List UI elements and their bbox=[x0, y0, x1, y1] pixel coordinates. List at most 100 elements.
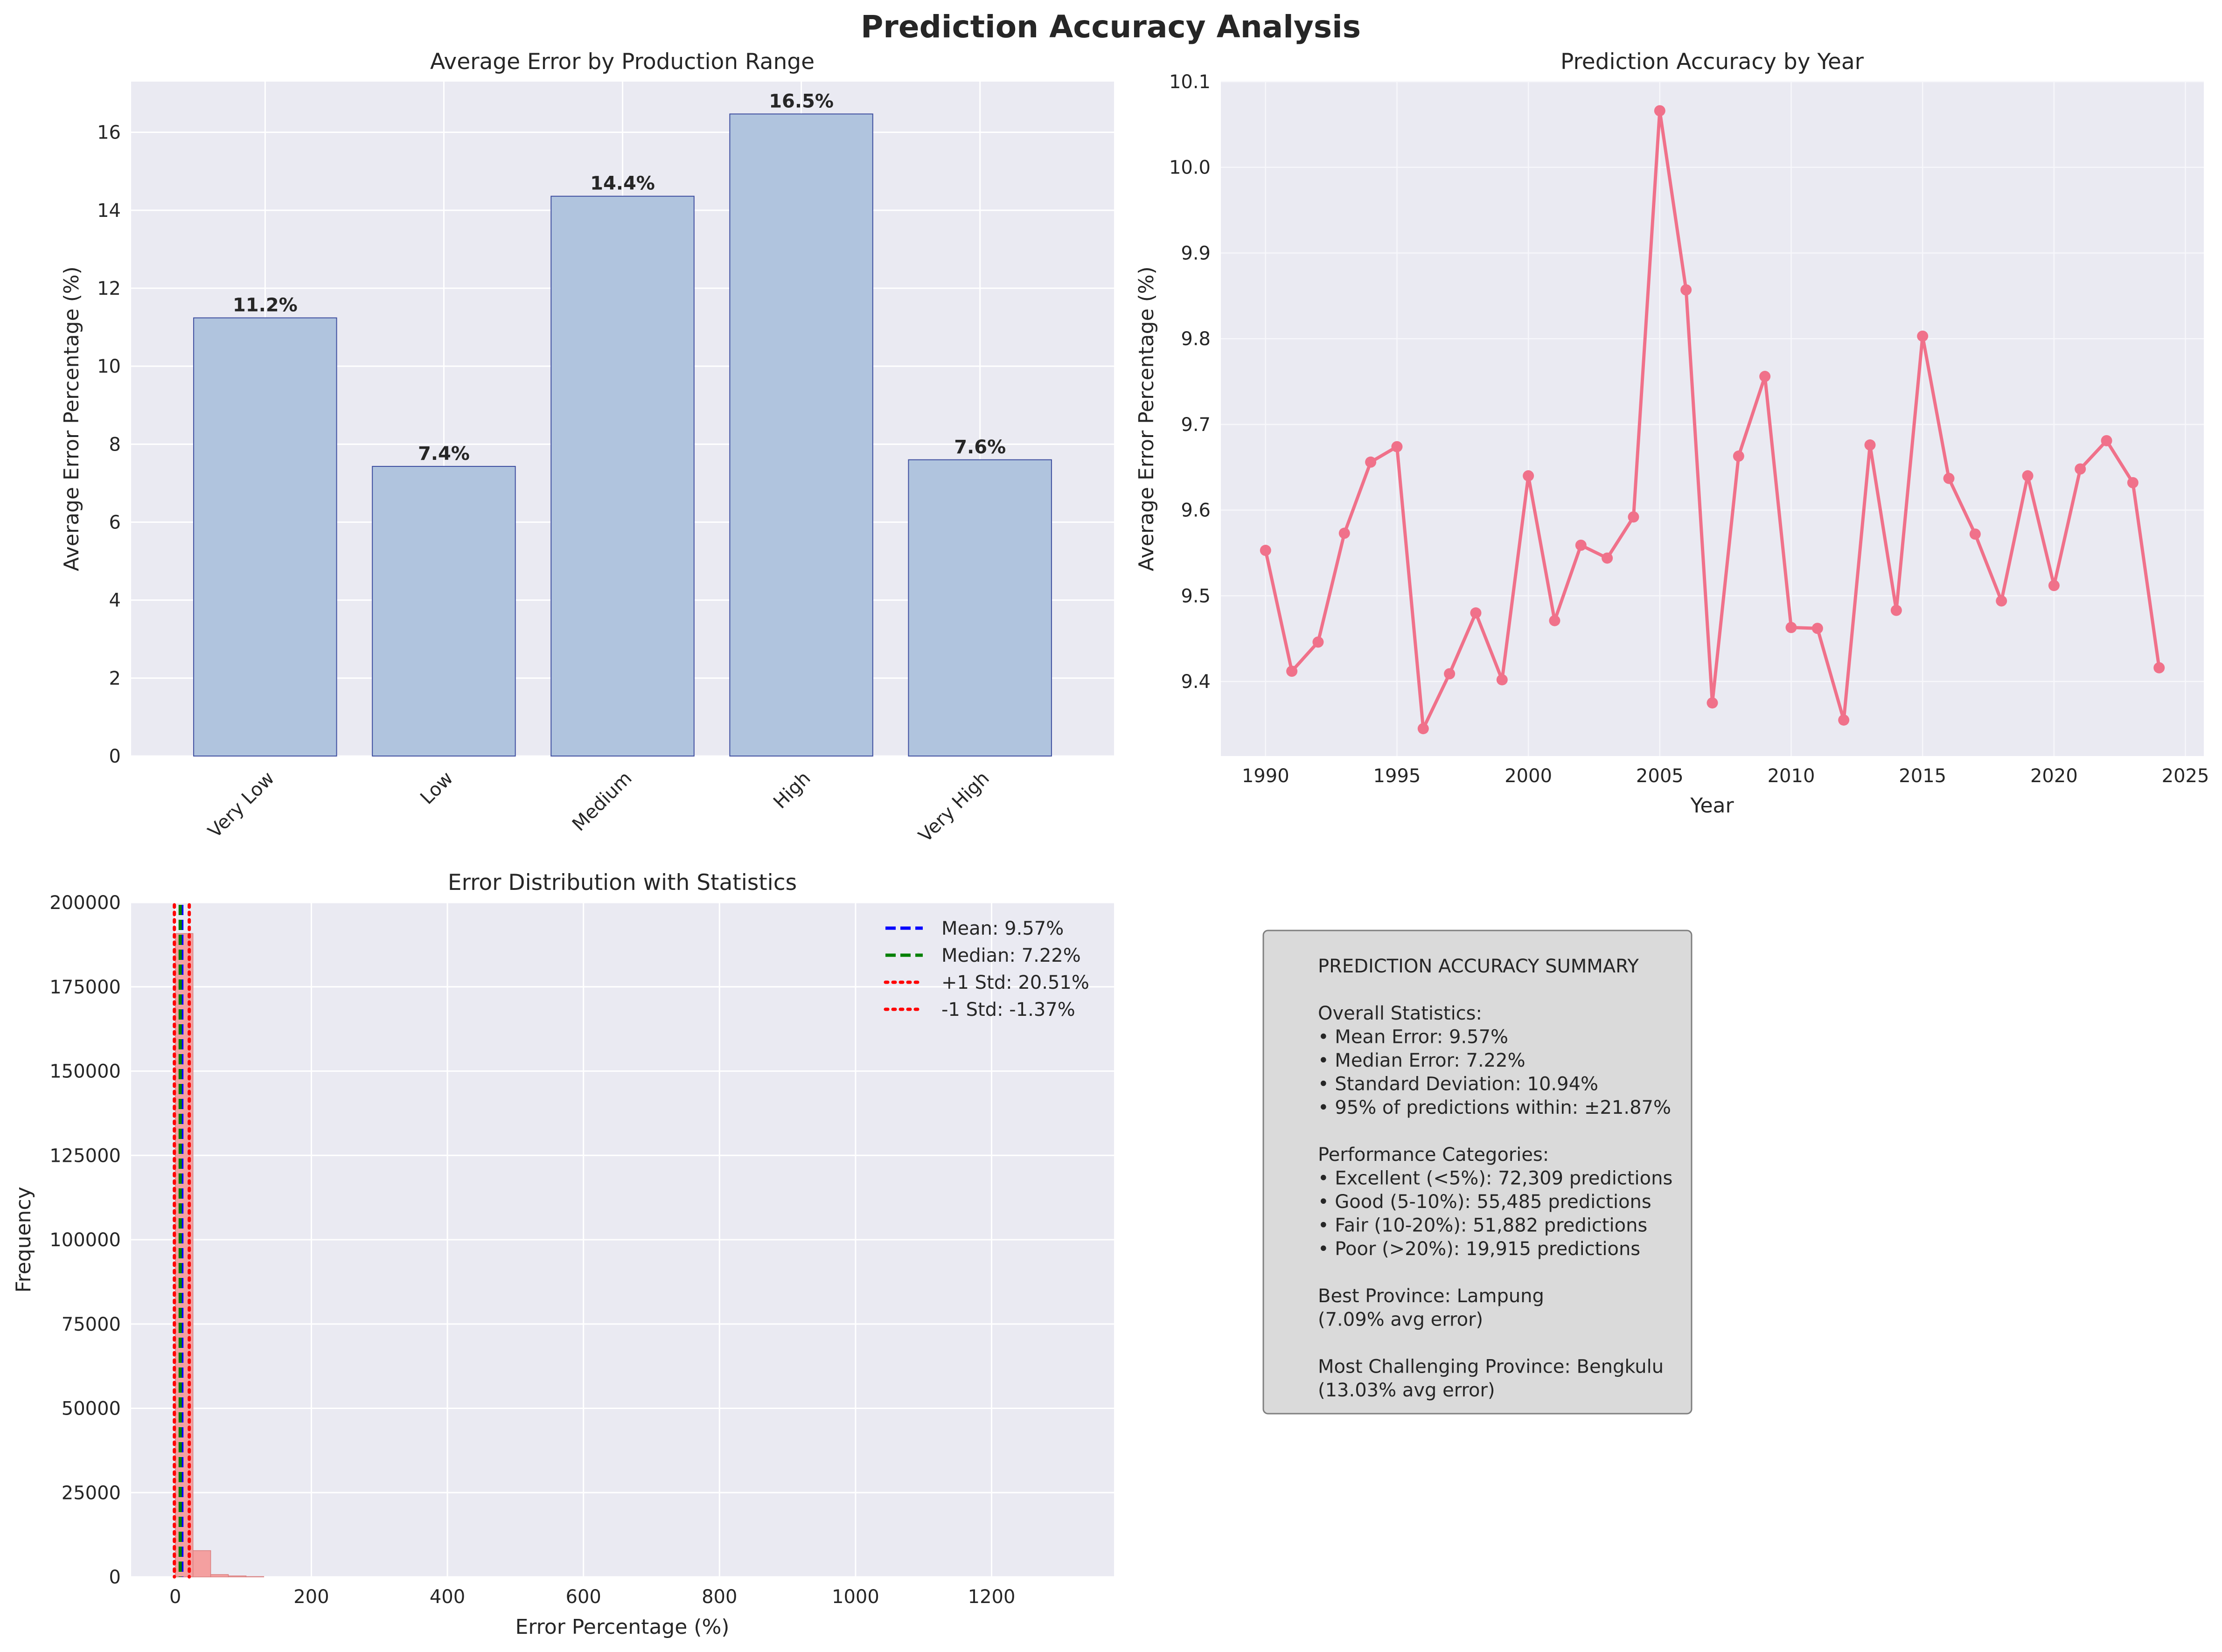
histogram-y-tick-label: 125000 bbox=[49, 1145, 121, 1166]
line-point-1991 bbox=[1286, 666, 1298, 677]
bar-data-label: 16.5% bbox=[769, 90, 834, 112]
line-point-2004 bbox=[1628, 511, 1639, 523]
histogram-legend: Mean: 9.57% Median: 7.22% +1 Std: 20.51% -1… bbox=[884, 918, 1089, 1020]
histogram-y-tick-label: 25000 bbox=[62, 1482, 121, 1504]
summary-text: PREDICTION ACCURACY SUMMARY Overall Stati… bbox=[1318, 956, 1672, 1401]
summary-line: • Mean Error: 9.57% bbox=[1318, 1027, 1508, 1048]
legend-entry-label: -1 Std: -1.37% bbox=[941, 999, 1075, 1020]
histogram-x-tick-label: 0 bbox=[169, 1586, 181, 1608]
line-point-1996 bbox=[1417, 723, 1429, 735]
line-chart-panel: 1990 1995 2000 2005 2010 2015 2020 2025 9.49.59… bbox=[1135, 49, 2209, 818]
histogram-x-tick-label: 200 bbox=[293, 1586, 329, 1608]
histogram-x-tick-label: 1200 bbox=[968, 1586, 1016, 1608]
bar-chart-y-tick-label: 16 bbox=[97, 122, 121, 144]
bar-1 bbox=[372, 465, 516, 757]
bar-chart-y-ticks: 0 2 4 6 8 10 12 14 16 bbox=[97, 122, 121, 767]
line-chart-x-tick-label: 2015 bbox=[1899, 765, 1946, 787]
line-chart-y-tick-label: 9.5 bbox=[1181, 585, 1211, 607]
summary-box-background bbox=[1262, 930, 1693, 1415]
line-chart-x-tick-label: 2010 bbox=[1768, 765, 1815, 787]
bar-chart-x-tick-label: Low bbox=[416, 768, 457, 809]
line-chart-series bbox=[1260, 105, 2165, 735]
summary-line: • Good (5-10%): 55,485 predictions bbox=[1318, 1191, 1651, 1213]
line-point-2023 bbox=[2127, 477, 2138, 488]
line-point-2007 bbox=[1707, 697, 1718, 709]
line-chart-y-tick-label: 9.8 bbox=[1181, 328, 1211, 350]
line-point-1997 bbox=[1444, 668, 1456, 680]
line-chart-y-tick-label: 9.7 bbox=[1181, 414, 1211, 436]
legend-entry-label: Mean: 9.57% bbox=[941, 918, 1064, 939]
line-chart-y-tick-label: 9.6 bbox=[1181, 500, 1211, 521]
bar-chart-y-tick-label: 12 bbox=[97, 278, 121, 299]
summary-line: Best Province: Lampung bbox=[1318, 1285, 1544, 1307]
line-point-2018 bbox=[1996, 595, 2007, 607]
histogram-y-tick-label: 175000 bbox=[49, 977, 121, 998]
histogram-y-tick-label: 150000 bbox=[49, 1061, 121, 1083]
line-chart-gridlines bbox=[1221, 81, 2204, 756]
bar-chart-y-axis-label: Average Error Percentage (%) bbox=[60, 266, 84, 571]
histogram-gridlines bbox=[131, 902, 1114, 1578]
line-chart-x-axis-label: Year bbox=[1690, 794, 1734, 818]
summary-line: • 95% of predictions within: ±21.87% bbox=[1318, 1097, 1671, 1118]
bar-data-label: 14.4% bbox=[590, 173, 655, 194]
histogram-y-axis-label: Frequency bbox=[12, 1187, 35, 1292]
summary-line: PREDICTION ACCURACY SUMMARY bbox=[1318, 956, 1639, 977]
line-point-2014 bbox=[1890, 604, 1902, 616]
line-chart-y-ticks: 9.4 9.5 9.6 9.7 9.8 9.9 10.0 10.1 bbox=[1169, 71, 1211, 693]
summary-line: Most Challenging Province: Bengkulu bbox=[1318, 1356, 1664, 1378]
line-point-2022 bbox=[2101, 435, 2112, 446]
summary-line: • Median Error: 7.22% bbox=[1318, 1050, 1525, 1071]
bar-chart-x-tick-label: Medium bbox=[568, 768, 636, 836]
histogram-y-tick-label: 100000 bbox=[49, 1229, 121, 1251]
bar-data-label: 7.6% bbox=[954, 437, 1006, 458]
figure-title: Prediction Accuracy Analysis bbox=[861, 9, 1361, 45]
histogram-x-tick-label: 600 bbox=[565, 1586, 601, 1608]
histogram-y-tick-label: 75000 bbox=[62, 1314, 121, 1335]
line-point-1999 bbox=[1496, 674, 1508, 686]
bar-chart-panel: 11.2% 7.4% 14.4% 16.5% 7.6% Very Low Low Mediu… bbox=[60, 49, 1114, 847]
bar-chart-x-ticks: Very Low Low Medium High Very High bbox=[204, 768, 994, 847]
line-point-2000 bbox=[1523, 470, 1534, 482]
line-chart-x-tick-label: 2020 bbox=[2030, 765, 2078, 787]
line-chart-x-tick-label: 2025 bbox=[2162, 765, 2209, 787]
line-chart-x-tick-label: 2000 bbox=[1505, 765, 1552, 787]
line-point-2009 bbox=[1759, 371, 1771, 382]
bar-chart-y-tick-label: 4 bbox=[109, 590, 121, 611]
line-point-1993 bbox=[1338, 528, 1350, 539]
histogram-panel: 0 200 400 600 800 1000 1200 0 25000 50000 75000 10… bbox=[12, 870, 1114, 1639]
line-chart-x-tick-label: 1995 bbox=[1373, 765, 1421, 787]
line-point-2006 bbox=[1680, 284, 1692, 296]
bar-chart-bars bbox=[193, 113, 1052, 757]
bar-chart-y-tick-label: 14 bbox=[97, 200, 121, 222]
line-point-2011 bbox=[1811, 623, 1823, 634]
summary-box: PREDICTION ACCURACY SUMMARY Overall Stati… bbox=[1262, 930, 1693, 1415]
histogram-x-tick-label: 800 bbox=[702, 1586, 737, 1608]
histogram-x-axis-label: Error Percentage (%) bbox=[515, 1615, 730, 1639]
bar-4 bbox=[908, 459, 1052, 757]
summary-line: Overall Statistics: bbox=[1318, 1003, 1482, 1024]
bar-chart-x-tick-label: Very Low bbox=[204, 768, 279, 842]
summary-line: Performance Categories: bbox=[1318, 1144, 1549, 1166]
line-point-2003 bbox=[1602, 552, 1613, 564]
line-point-2017 bbox=[1969, 528, 1981, 540]
line-point-2016 bbox=[1943, 472, 1955, 484]
histogram-y-tick-label: 50000 bbox=[62, 1398, 121, 1420]
line-point-2024 bbox=[2153, 662, 2165, 673]
bar-chart-x-tick-label: High bbox=[769, 768, 815, 813]
line-chart-x-ticks: 1990 1995 2000 2005 2010 2015 2020 2025 bbox=[1242, 765, 2209, 787]
line-chart-x-tick-label: 1990 bbox=[1242, 765, 1289, 787]
bar-chart-y-tick-label: 0 bbox=[109, 746, 121, 767]
bar-chart-y-tick-label: 10 bbox=[97, 356, 121, 377]
bar-chart-y-tick-label: 8 bbox=[109, 434, 121, 455]
line-point-2001 bbox=[1549, 615, 1560, 626]
bar-chart-x-tick-label: Very High bbox=[914, 768, 993, 847]
line-chart-x-tick-label: 2005 bbox=[1636, 765, 1684, 787]
line-point-2002 bbox=[1575, 540, 1587, 551]
line-point-2005 bbox=[1654, 105, 1665, 117]
bar-3 bbox=[729, 113, 873, 757]
line-point-2010 bbox=[1785, 622, 1797, 633]
line-point-2019 bbox=[2022, 470, 2034, 482]
histogram-bar-1 bbox=[192, 1550, 211, 1577]
histogram-x-ticks: 0 200 400 600 800 1000 1200 bbox=[169, 1586, 1015, 1608]
